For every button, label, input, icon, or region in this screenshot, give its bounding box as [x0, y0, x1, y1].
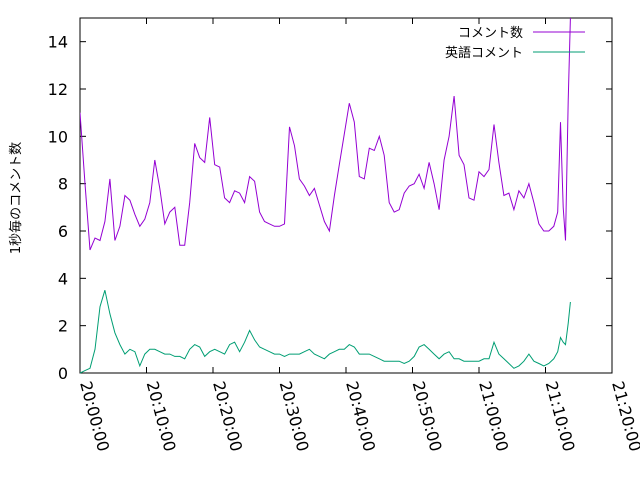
- y-tick-label: 14: [48, 33, 68, 52]
- y-axis-label: 1秒毎のコメント数: [8, 142, 24, 254]
- x-tick-label: 20:40:00: [342, 379, 379, 453]
- y-tick-label: 6: [58, 222, 68, 241]
- x-tick-label: 21:00:00: [475, 379, 512, 453]
- y-tick-label: 12: [48, 80, 68, 99]
- y-tick-label: 4: [58, 269, 68, 288]
- x-tick-label: 21:10:00: [542, 379, 579, 453]
- series-line-2: [80, 290, 571, 374]
- x-tick-label: 20:30:00: [276, 379, 313, 453]
- y-tick-label: 0: [58, 364, 68, 383]
- x-tick-label: 20:00:00: [76, 379, 113, 453]
- x-axis-ticks: 20:00:00 20:10:00 20:20:00 20:30:00 20:40:00…: [76, 18, 640, 453]
- y-tick-label: 8: [58, 175, 68, 194]
- legend-label-2: 英語コメント: [445, 45, 523, 61]
- y-axis-ticks: 0 2 4 6 8 10 12 14: [48, 33, 612, 383]
- x-tick-label: 20:50:00: [409, 379, 446, 453]
- series-line-1: [80, 17, 571, 251]
- series-lines: [80, 17, 571, 374]
- y-tick-label: 10: [48, 127, 68, 146]
- x-tick-label: 20:20:00: [209, 379, 246, 453]
- x-tick-label: 20:10:00: [143, 379, 180, 453]
- x-tick-label: 21:20:00: [608, 379, 640, 453]
- y-tick-label: 2: [58, 317, 68, 336]
- legend-label-1: コメント数: [458, 26, 523, 41]
